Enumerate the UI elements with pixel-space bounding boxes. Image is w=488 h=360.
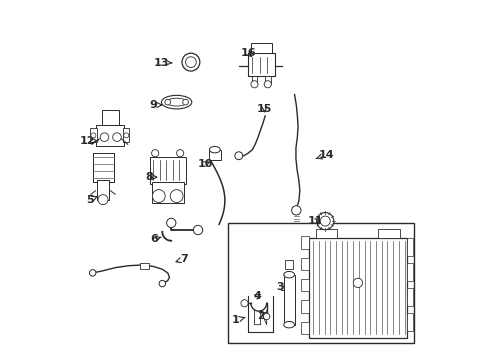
Text: 16: 16 (240, 48, 255, 58)
Bar (264, 76, 270, 84)
Circle shape (320, 216, 329, 226)
Bar (250, 43, 272, 53)
Ellipse shape (283, 271, 294, 278)
Circle shape (151, 150, 159, 157)
Circle shape (166, 218, 176, 228)
Bar (406, 238, 413, 256)
Bar (97, 180, 109, 200)
Circle shape (164, 99, 170, 105)
Bar (315, 229, 337, 238)
Ellipse shape (209, 147, 220, 153)
Circle shape (123, 133, 128, 138)
Circle shape (89, 270, 96, 276)
Circle shape (152, 190, 165, 203)
Bar (228, 223, 413, 342)
Text: 15: 15 (256, 104, 272, 113)
Text: 14: 14 (315, 150, 334, 160)
Text: 2: 2 (256, 311, 267, 321)
Bar (251, 76, 257, 84)
Text: 9: 9 (149, 100, 162, 110)
Circle shape (183, 99, 188, 105)
Bar (123, 128, 129, 143)
Bar (93, 153, 114, 182)
Circle shape (264, 81, 271, 88)
Circle shape (170, 190, 183, 203)
Bar (208, 150, 221, 160)
Ellipse shape (283, 321, 294, 328)
Circle shape (182, 53, 200, 71)
Ellipse shape (166, 98, 186, 106)
Bar (300, 236, 308, 249)
Circle shape (241, 300, 247, 307)
Circle shape (263, 313, 269, 320)
Circle shape (112, 133, 121, 141)
Circle shape (100, 133, 108, 141)
Bar (149, 157, 185, 184)
Text: 12: 12 (80, 136, 98, 146)
Bar (95, 125, 124, 146)
Circle shape (316, 212, 333, 230)
Bar (140, 263, 148, 269)
Ellipse shape (161, 95, 191, 109)
Text: 11: 11 (307, 216, 322, 226)
Text: 4: 4 (253, 291, 261, 301)
Text: 6: 6 (150, 234, 161, 244)
Bar (300, 322, 308, 334)
Circle shape (291, 206, 300, 215)
Circle shape (185, 57, 196, 67)
Bar (300, 300, 308, 313)
Bar (406, 313, 413, 331)
Text: 8: 8 (144, 172, 157, 182)
Circle shape (250, 81, 258, 88)
Bar (151, 182, 183, 203)
Circle shape (176, 150, 183, 157)
Circle shape (159, 280, 165, 287)
Circle shape (98, 195, 108, 204)
Text: 7: 7 (176, 254, 187, 264)
Text: 13: 13 (153, 58, 171, 68)
Bar (406, 288, 413, 306)
Circle shape (352, 278, 362, 288)
Circle shape (193, 225, 203, 235)
Bar (300, 279, 308, 292)
Text: 10: 10 (197, 159, 212, 169)
Circle shape (91, 133, 96, 138)
Text: 1: 1 (232, 315, 245, 325)
Text: 3: 3 (276, 282, 286, 292)
Circle shape (234, 152, 242, 159)
Bar (283, 275, 294, 325)
Text: 5: 5 (86, 195, 97, 204)
Bar (406, 263, 413, 281)
Bar (378, 229, 399, 238)
Bar (90, 128, 97, 143)
Bar (300, 257, 308, 270)
Bar (247, 53, 274, 76)
Bar (285, 260, 293, 269)
Bar (308, 238, 406, 338)
Bar (102, 111, 119, 125)
